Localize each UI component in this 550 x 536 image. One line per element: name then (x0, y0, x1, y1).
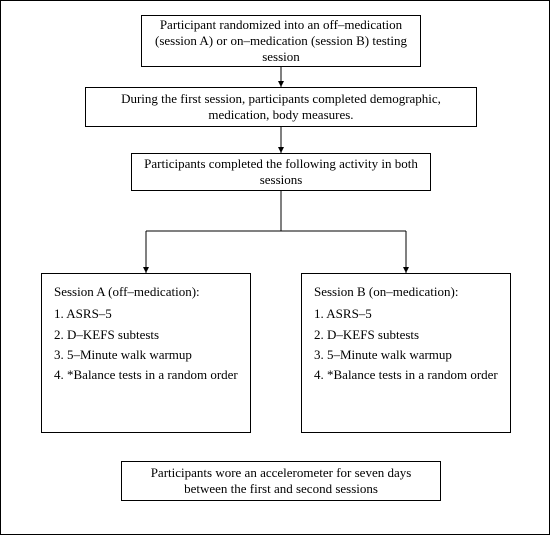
flowchart-arrows (1, 1, 550, 536)
session-a-item-3: 3. 5–Minute walk warmup (54, 347, 192, 363)
session-b-item-4: 4. *Balance tests in a random order (314, 367, 498, 383)
box-randomization-text: Participant randomized into an off–medic… (148, 17, 414, 66)
session-b-item-2: 2. D–KEFS subtests (314, 327, 419, 343)
session-b-item-1: 1. ASRS–5 (314, 306, 372, 322)
box-session-a: Session A (off–medication): 1. ASRS–5 2.… (41, 273, 251, 433)
session-a-item-1: 1. ASRS–5 (54, 306, 112, 322)
box-both-sessions: Participants completed the following act… (131, 153, 431, 191)
box-accelerometer-text: Participants wore an accelerometer for s… (128, 465, 434, 498)
session-a-title: Session A (off–medication): (54, 284, 200, 300)
box-first-session-text: During the first session, participants c… (92, 91, 470, 124)
box-randomization: Participant randomized into an off–medic… (141, 15, 421, 67)
session-a-item-2: 2. D–KEFS subtests (54, 327, 159, 343)
box-first-session: During the first session, participants c… (85, 87, 477, 127)
box-accelerometer: Participants wore an accelerometer for s… (121, 461, 441, 501)
session-b-title: Session B (on–medication): (314, 284, 458, 300)
flowchart-canvas: Participant randomized into an off–medic… (0, 0, 550, 535)
session-b-item-3: 3. 5–Minute walk warmup (314, 347, 452, 363)
session-a-item-4: 4. *Balance tests in a random order (54, 367, 238, 383)
box-both-sessions-text: Participants completed the following act… (138, 156, 424, 189)
box-session-b: Session B (on–medication): 1. ASRS–5 2. … (301, 273, 511, 433)
